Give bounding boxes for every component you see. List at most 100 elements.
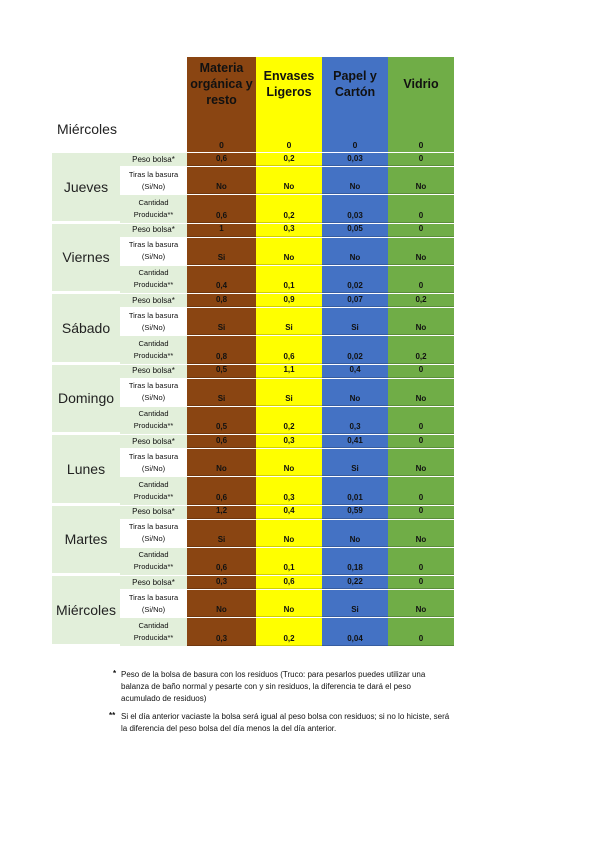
row-label-tiras: Tiras la basura (Si/No) xyxy=(120,449,187,476)
cell-cantidad-envases: 0,1 xyxy=(256,265,322,293)
cell-cantidad-envases: 0,2 xyxy=(256,618,322,646)
cell-peso-materia: 0,8 xyxy=(187,294,256,307)
row-label-peso: Peso bolsa* xyxy=(120,294,187,307)
row-label-peso: Peso bolsa* xyxy=(120,153,187,166)
cell-peso-papel: 0,22 xyxy=(322,576,388,589)
cell-cantidad-papel: 0,3 xyxy=(322,406,388,434)
cell-cantidad-vidrio: 0 xyxy=(388,195,454,223)
cell-cantidad-vidrio: 0 xyxy=(388,618,454,646)
cell-peso-materia: 0,5 xyxy=(187,364,256,378)
cell-tiras-envases: No xyxy=(256,590,322,617)
cell-tiras-vidrio: No xyxy=(388,378,454,406)
cell-tiras-envases: No xyxy=(256,237,322,265)
cell-peso-papel: 0,4 xyxy=(322,364,388,378)
cell-cantidad-vidrio: 0 xyxy=(388,477,454,505)
cell-cantidad-vidrio: 0 xyxy=(388,547,454,575)
cell-peso-envases: 1,1 xyxy=(256,364,322,378)
row-label-tiras: Tiras la basura (Si/No) xyxy=(120,308,187,335)
cell-tiras-papel: No xyxy=(322,378,388,406)
footnote-text: Si el día anterior vaciaste la bolsa ser… xyxy=(121,712,450,733)
cell-peso-envases: 0,2 xyxy=(256,153,322,166)
cell-peso-materia: 0,6 xyxy=(187,153,256,166)
day-label: Miércoles xyxy=(52,576,120,644)
row-label-cantidad: Cantidad Producida** xyxy=(120,265,187,293)
cell-peso-materia: 0,6 xyxy=(187,435,256,448)
cell-cantidad-papel: 0,02 xyxy=(322,336,388,364)
day-label: Domingo xyxy=(52,364,120,432)
row-label-tiras: Tiras la basura (Si/No) xyxy=(120,590,187,617)
cell-peso-papel: 0,07 xyxy=(322,294,388,307)
cell-cantidad-materia: 0,6 xyxy=(187,195,256,223)
cell-cantidad-vidrio: 0 xyxy=(388,406,454,434)
cell-tiras-vidrio: No xyxy=(388,449,454,476)
footnote-text: Peso de la bolsa de basura con los resid… xyxy=(121,670,426,703)
header-vidrio: Vidrio xyxy=(388,57,454,111)
cell-peso-papel: 0,05 xyxy=(322,223,388,237)
cell-tiras-envases: No xyxy=(256,167,322,194)
row-label-tiras: Tiras la basura (Si/No) xyxy=(120,378,187,406)
cell-tiras-materia: Si xyxy=(187,519,256,547)
cell-peso-envases: 0,3 xyxy=(256,435,322,448)
cell-cantidad-papel: 0,04 xyxy=(322,618,388,646)
row-label-cantidad: Cantidad Producida** xyxy=(120,618,187,646)
cell-peso-vidrio: 0 xyxy=(388,153,454,166)
cell-tiras-papel: No xyxy=(322,237,388,265)
day-label: Martes xyxy=(52,505,120,573)
cell-cantidad-vidrio: 0 xyxy=(388,265,454,293)
cell-cantidad-envases: 0,6 xyxy=(256,336,322,364)
cell-tiras-envases: No xyxy=(256,449,322,476)
header-envases: Envases Ligeros xyxy=(256,57,322,111)
row-label-cantidad: Cantidad Producida** xyxy=(120,336,187,364)
cell-tiras-materia: No xyxy=(187,590,256,617)
row-label-tiras: Tiras la basura (Si/No) xyxy=(120,519,187,547)
initial-value-vidrio: 0 xyxy=(388,111,454,152)
cell-peso-materia: 1 xyxy=(187,223,256,237)
cell-peso-vidrio: 0 xyxy=(388,364,454,378)
cell-tiras-papel: Si xyxy=(322,449,388,476)
cell-tiras-envases: No xyxy=(256,519,322,547)
row-label-tiras: Tiras la basura (Si/No) xyxy=(120,237,187,265)
cell-peso-vidrio: 0,2 xyxy=(388,294,454,307)
cell-peso-vidrio: 0 xyxy=(388,223,454,237)
cell-cantidad-envases: 0,1 xyxy=(256,547,322,575)
initial-value-materia: 0 xyxy=(187,111,256,152)
cell-tiras-papel: Si xyxy=(322,590,388,617)
cell-tiras-vidrio: No xyxy=(388,519,454,547)
cell-cantidad-materia: 0,6 xyxy=(187,547,256,575)
cell-tiras-papel: No xyxy=(322,167,388,194)
cell-peso-vidrio: 0 xyxy=(388,435,454,448)
initial-value-papel: 0 xyxy=(322,111,388,152)
footnote-mark: ** xyxy=(109,711,116,720)
cell-cantidad-materia: 0,4 xyxy=(187,265,256,293)
cell-peso-envases: 0,6 xyxy=(256,576,322,589)
cell-peso-vidrio: 0 xyxy=(388,505,454,519)
cell-cantidad-envases: 0,2 xyxy=(256,195,322,223)
cell-peso-envases: 0,4 xyxy=(256,505,322,519)
row-label-tiras: Tiras la basura (Si/No) xyxy=(120,167,187,194)
cell-peso-papel: 0,41 xyxy=(322,435,388,448)
cell-peso-envases: 0,9 xyxy=(256,294,322,307)
cell-cantidad-papel: 0,03 xyxy=(322,195,388,223)
cell-cantidad-envases: 0,3 xyxy=(256,477,322,505)
cell-cantidad-materia: 0,6 xyxy=(187,477,256,505)
cell-peso-materia: 0,3 xyxy=(187,576,256,589)
cell-cantidad-papel: 0,01 xyxy=(322,477,388,505)
row-label-peso: Peso bolsa* xyxy=(120,223,187,237)
cell-tiras-vidrio: No xyxy=(388,167,454,194)
cell-tiras-materia: Si xyxy=(187,237,256,265)
header-papel: Papel y Cartón xyxy=(322,57,388,111)
footnote-mark: * xyxy=(113,669,117,678)
cell-tiras-materia: Si xyxy=(187,308,256,335)
cell-cantidad-materia: 0,8 xyxy=(187,336,256,364)
cell-tiras-papel: No xyxy=(322,519,388,547)
cell-peso-vidrio: 0 xyxy=(388,576,454,589)
day-label: Lunes xyxy=(52,435,120,503)
cell-tiras-materia: Si xyxy=(187,378,256,406)
cell-tiras-envases: Si xyxy=(256,308,322,335)
cell-cantidad-materia: 0,5 xyxy=(187,406,256,434)
row-label-cantidad: Cantidad Producida** xyxy=(120,406,187,434)
cell-tiras-vidrio: No xyxy=(388,237,454,265)
cell-tiras-materia: No xyxy=(187,167,256,194)
day-label: Viernes xyxy=(52,223,120,291)
row-label-cantidad: Cantidad Producida** xyxy=(120,195,187,223)
